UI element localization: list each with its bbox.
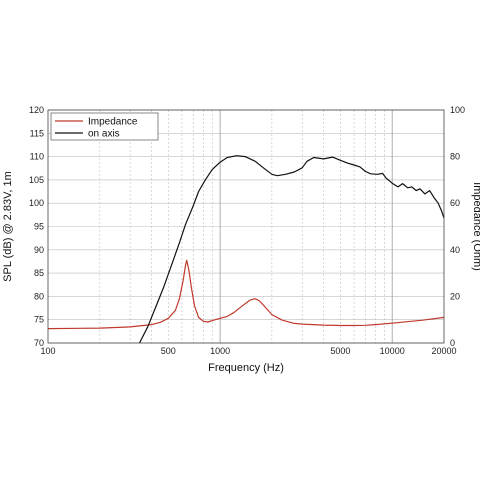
x-tick-label: 100 [40, 346, 55, 356]
y2-tick-label: 60 [450, 198, 460, 208]
series-layer [47, 155, 445, 344]
y-tick-label: 75 [34, 315, 44, 325]
x-tick-label: 500 [161, 346, 176, 356]
tick-labels: 100 500 1000 5000 10000 200007075808590951001… [29, 105, 465, 356]
x-tick-label: 10000 [380, 346, 405, 356]
x-tick-label: 5000 [330, 346, 350, 356]
legend-label-impedance: Impedance [88, 117, 138, 128]
y-tick-label: 95 [34, 222, 44, 232]
series-line-on-axis [138, 155, 445, 344]
legend-label-on-axis: on axis [88, 129, 120, 140]
y-tick-label: 105 [29, 175, 44, 185]
y2-tick-label: 40 [450, 245, 460, 255]
legend: Impedance on axis [50, 112, 159, 141]
y-tick-label: 90 [34, 245, 44, 255]
y-tick-label: 100 [29, 198, 44, 208]
y-tick-label: 110 [30, 152, 44, 162]
x-tick-label: 1000 [210, 346, 230, 356]
y-tick-label: 80 [34, 291, 44, 301]
x-tick-label: 20000 [431, 346, 456, 356]
plot-frame [47, 109, 445, 344]
legend-box [50, 112, 159, 141]
y-tick-label: 115 [30, 128, 44, 138]
y2-tick-label: 0 [450, 338, 455, 348]
grid [48, 109, 444, 344]
y2-tick-label: 20 [450, 291, 460, 301]
y-tick-label: 85 [34, 268, 44, 278]
y2-axis-title: Impedance (Ohm) [471, 182, 480, 271]
y-tick-label: 70 [34, 338, 44, 348]
series-line-impedance [47, 259, 445, 330]
y2-tick-label: 100 [450, 105, 465, 115]
y2-tick-label: 80 [450, 152, 460, 162]
x-axis-title: Frequency (Hz) [208, 362, 284, 374]
y-axis-title: SPL (dB) @ 2.83V, 1m [2, 171, 14, 282]
y-tick-label: 120 [29, 105, 44, 115]
